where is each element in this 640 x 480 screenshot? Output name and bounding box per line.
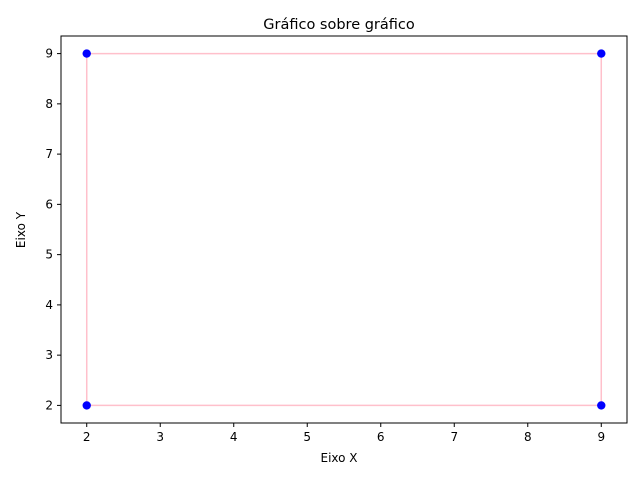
plot-frame: [60, 35, 628, 424]
data-point: [597, 401, 606, 410]
data-point: [597, 49, 606, 58]
x-tick-label: 4: [230, 430, 238, 444]
x-tick-label: 7: [450, 430, 458, 444]
x-tick-label: 9: [597, 430, 605, 444]
y-tick-label: 4: [45, 298, 53, 312]
y-tick-label: 8: [45, 97, 53, 111]
x-tick-label: 6: [377, 430, 385, 444]
y-tick-label: 6: [45, 197, 53, 211]
x-axis-label: Eixo X: [320, 451, 357, 465]
x-axis: 2 3 4 5 6 7 8 9: [83, 423, 605, 444]
x-tick-label: 5: [303, 430, 311, 444]
y-tick-label: 7: [45, 147, 53, 161]
x-tick-label: 8: [524, 430, 532, 444]
x-tick-label: 3: [156, 430, 164, 444]
chart-title: Gráfico sobre gráfico: [263, 17, 415, 33]
y-tick-label: 2: [45, 398, 53, 412]
y-tick-label: 5: [45, 248, 53, 262]
y-tick-label: 9: [45, 47, 53, 61]
y-tick-label: 3: [45, 348, 53, 362]
y-axis: 2 3 4 5 6 7 8 9: [45, 47, 61, 412]
data-point: [82, 401, 91, 410]
x-tick-label: 2: [83, 430, 91, 444]
data-point: [82, 49, 91, 58]
y-axis-label: Eixo Y: [14, 211, 28, 248]
plot-area: [82, 49, 606, 410]
